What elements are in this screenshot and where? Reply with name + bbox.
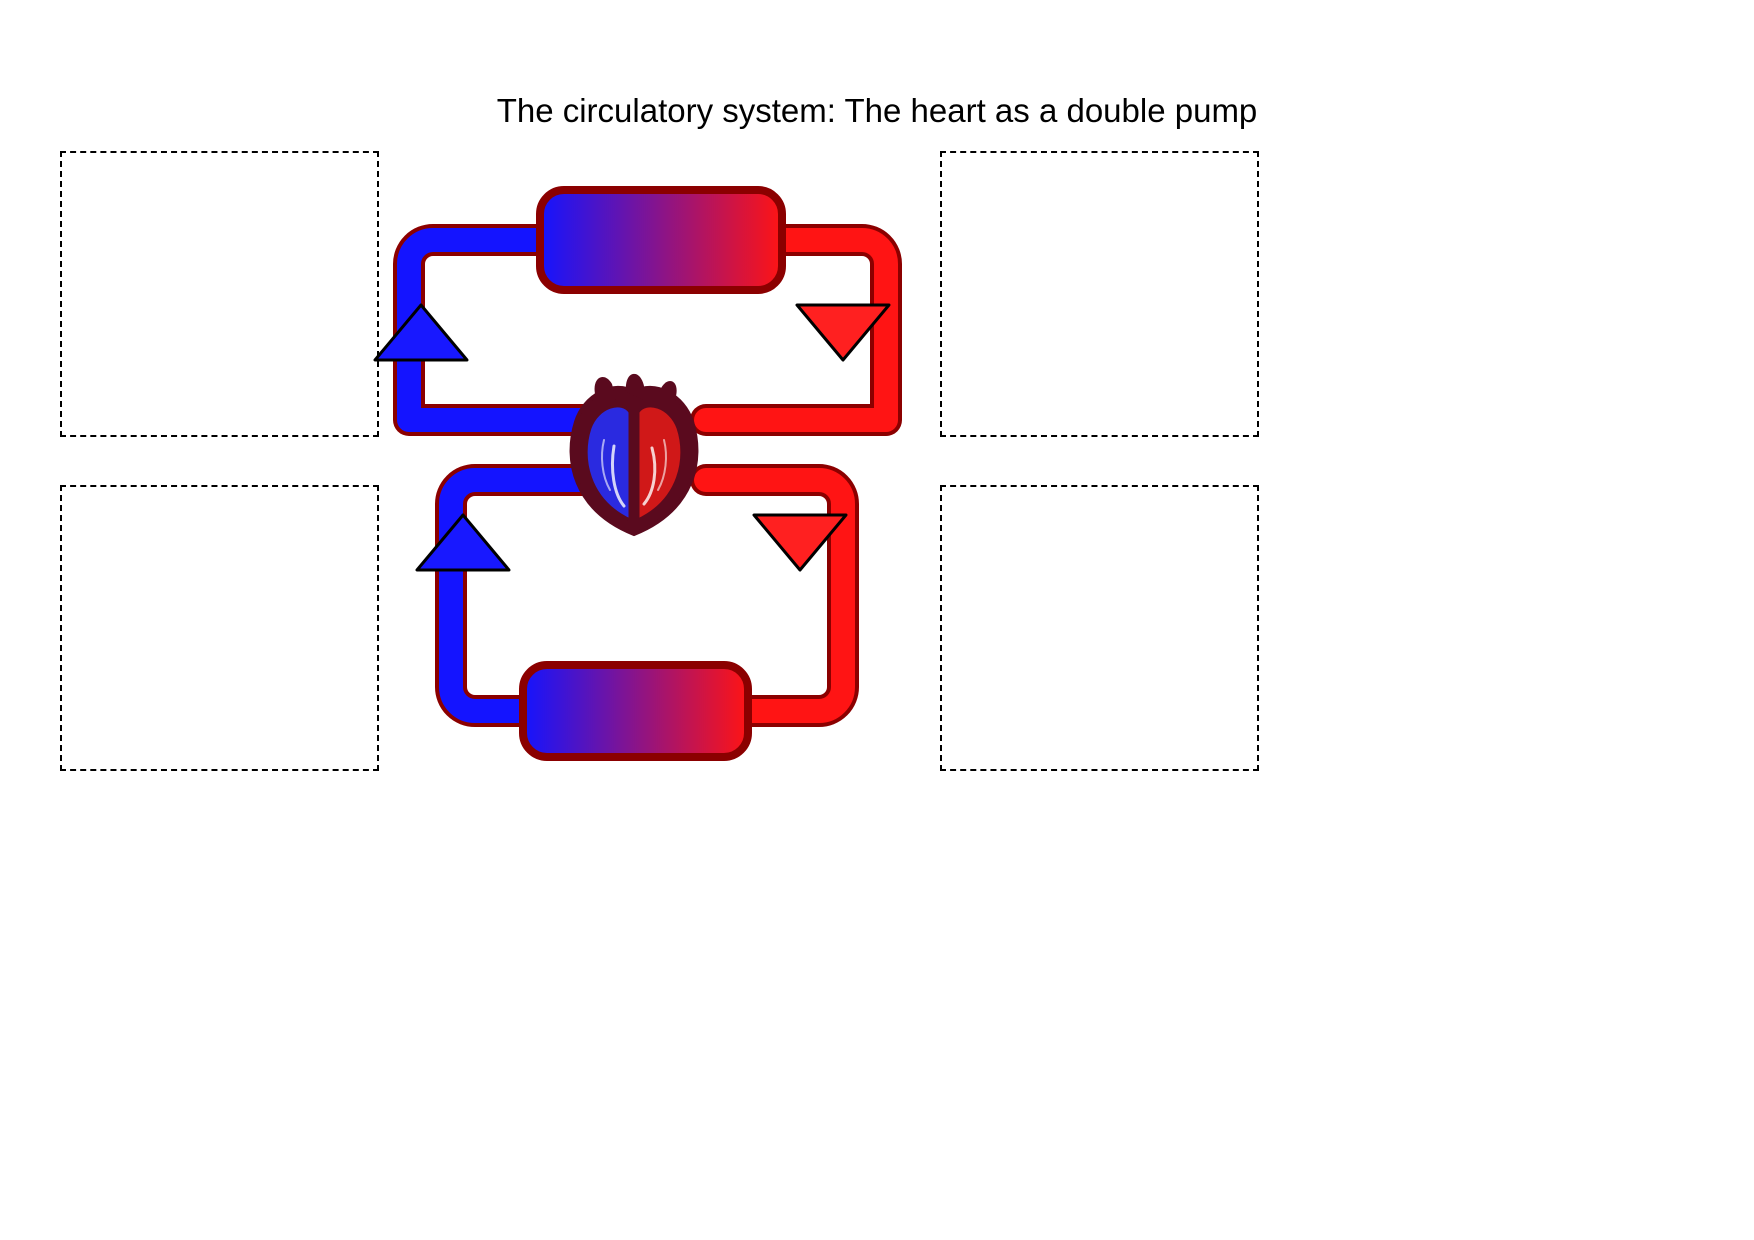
circulatory-diagram — [0, 0, 1754, 1240]
organ-box-top — [540, 190, 782, 290]
organ-box-bottom — [523, 665, 748, 757]
arrow-blue-top — [375, 305, 467, 360]
heart-icon — [572, 374, 697, 534]
arrow-blue-bottom — [417, 515, 509, 570]
vessel-stub — [595, 377, 616, 400]
